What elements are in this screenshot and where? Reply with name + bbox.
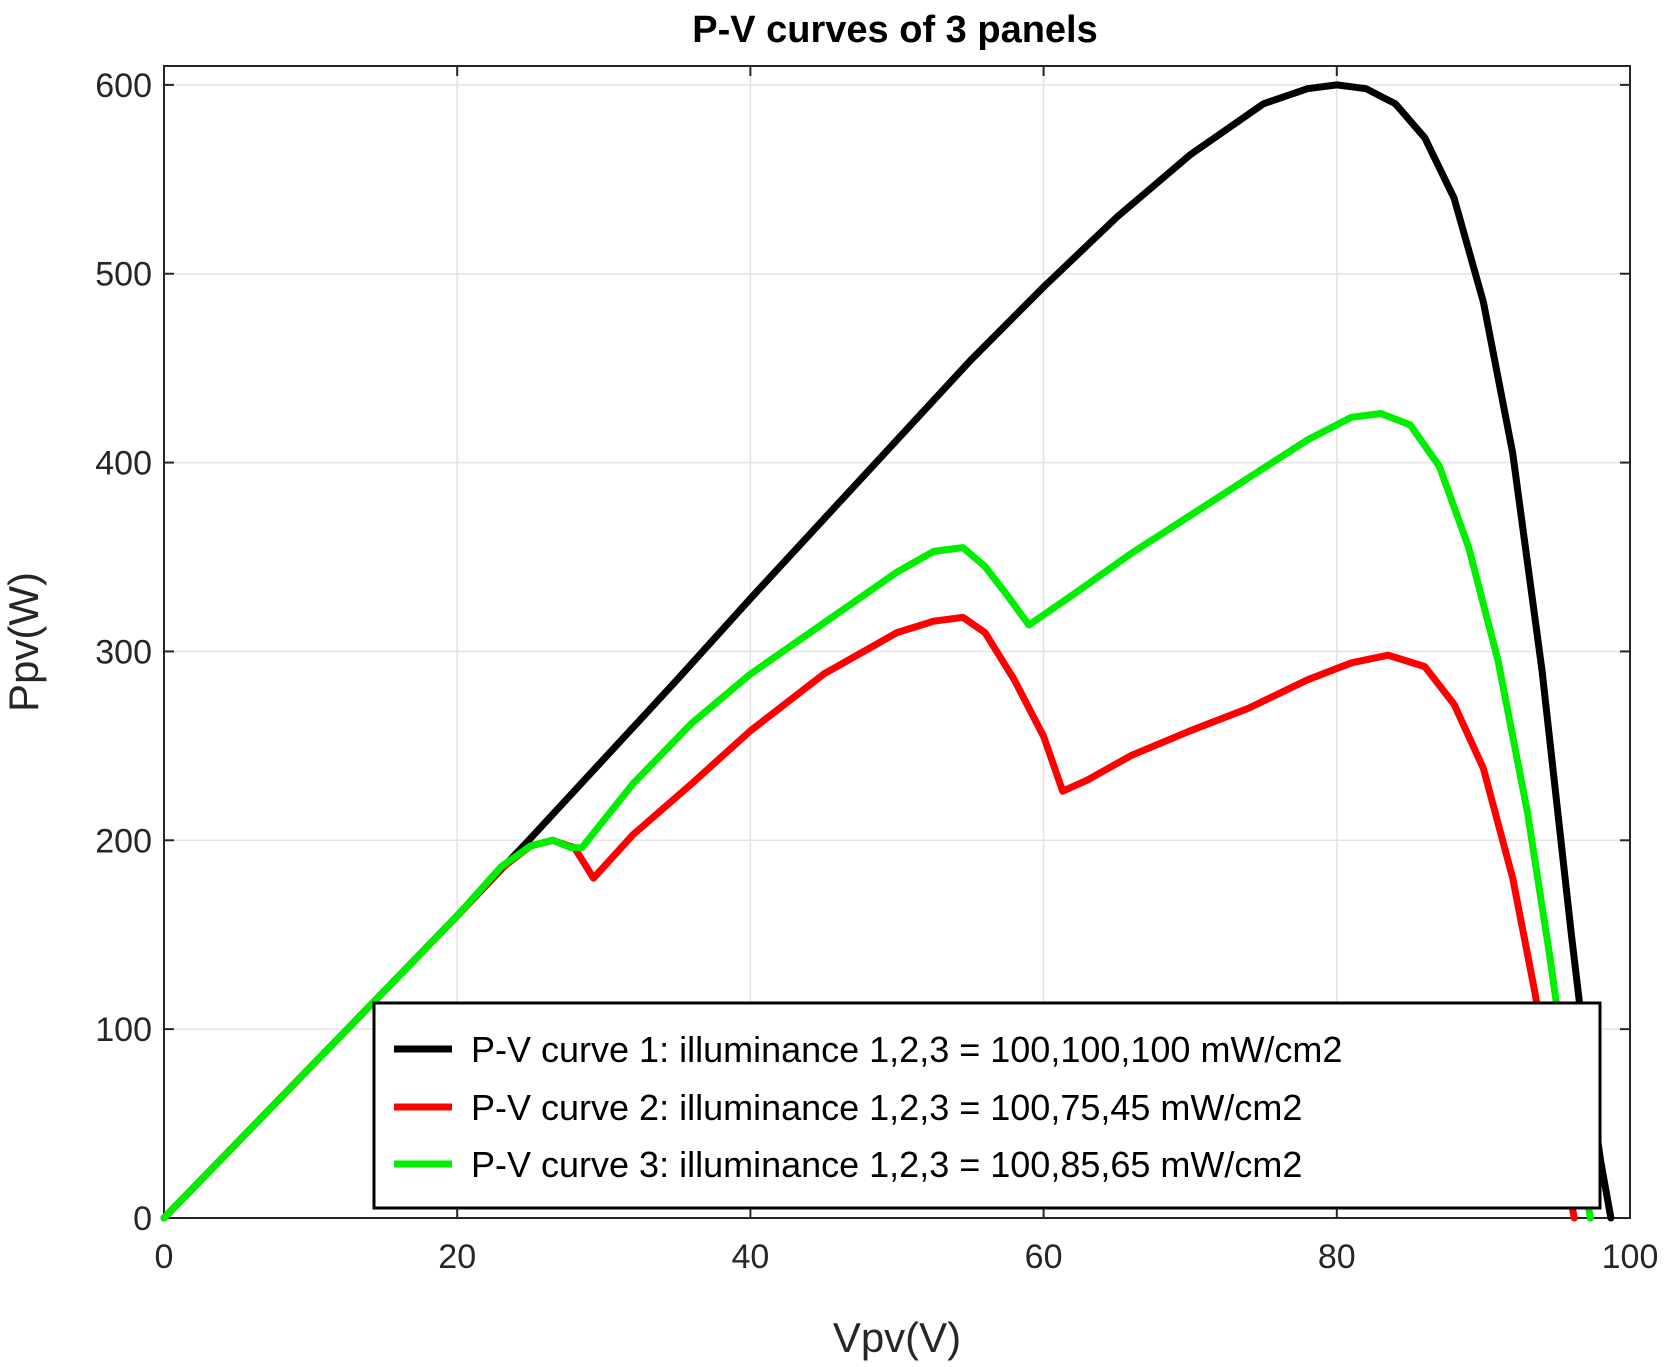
y-tick-label: 100 [95, 1011, 152, 1049]
x-tick-label: 40 [731, 1238, 769, 1276]
x-tick-label: 20 [438, 1238, 476, 1276]
y-tick-label: 400 [95, 445, 152, 483]
x-tick-label: 0 [155, 1238, 174, 1276]
x-tick-label: 60 [1025, 1238, 1063, 1276]
chart-title: P-V curves of 3 panels [692, 9, 1098, 51]
legend-label-curve-2: P-V curve 2: illuminance 1,2,3 = 100,75,… [471, 1087, 1302, 1128]
legend-label-curve-1: P-V curve 1: illuminance 1,2,3 = 100,100… [471, 1029, 1342, 1070]
y-tick-label: 200 [95, 822, 152, 860]
x-axis-label: Vpv(V) [833, 1314, 961, 1361]
x-tick-label: 100 [1602, 1238, 1659, 1276]
y-tick-label: 600 [95, 67, 152, 105]
axis-ticks: 0 20 40 60 80 100 0 100 200 300 400 500 600 [95, 66, 1658, 1276]
y-tick-label: 0 [133, 1200, 152, 1238]
series-line-curve-3 [160, 410, 1594, 1222]
y-axis-label: Ppv(W) [0, 572, 47, 712]
y-tick-label: 500 [95, 256, 152, 294]
legend-box [372, 1001, 1602, 1210]
series-layer [160, 81, 1615, 1222]
x-tick-label: 80 [1318, 1238, 1356, 1276]
plot-frame [163, 65, 1631, 1219]
y-tick-label: 300 [95, 633, 152, 671]
legend-label-curve-3: P-V curve 3: illuminance 1,2,3 = 100,85,… [471, 1144, 1302, 1185]
legend: P-V curve 1: illuminance 1,2,3 = 100,100… [372, 1001, 1602, 1210]
